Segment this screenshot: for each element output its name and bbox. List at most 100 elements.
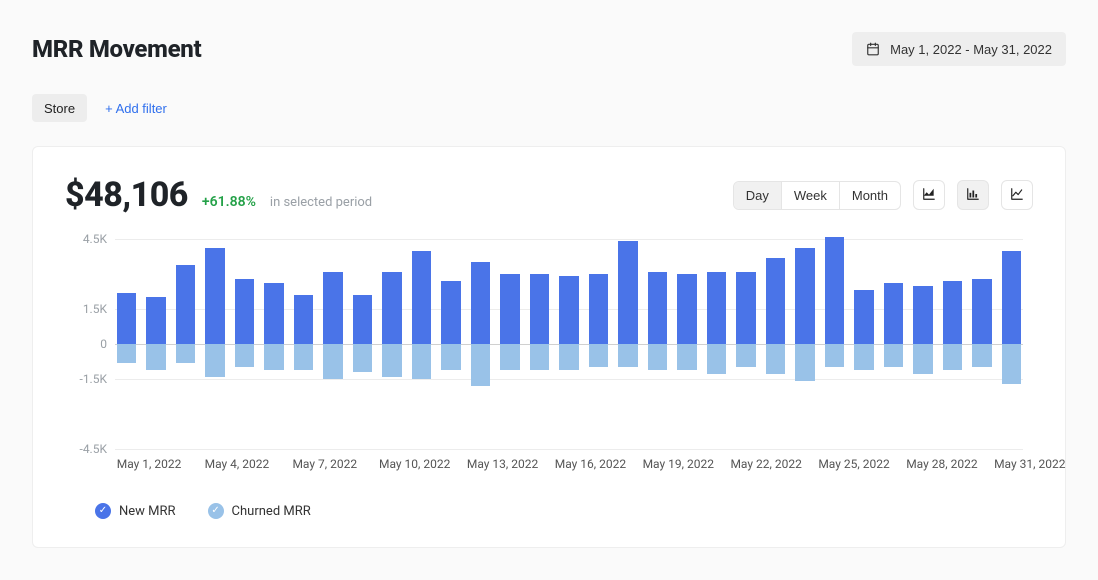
bar-churned-mrr — [825, 344, 844, 367]
y-axis-label: 1.5K — [65, 302, 107, 316]
y-axis-label: -1.5K — [65, 372, 107, 386]
bar-new-mrr — [854, 290, 873, 344]
bar-churned-mrr — [1002, 344, 1021, 384]
bar-column — [823, 239, 846, 449]
y-axis-label: -4.5K — [65, 442, 107, 456]
legend-label: New MRR — [119, 504, 176, 519]
bar-column — [793, 239, 816, 449]
bar-new-mrr — [382, 272, 401, 344]
bar-churned-mrr — [972, 344, 991, 367]
bar-new-mrr — [736, 272, 755, 344]
chart-type-bar-button[interactable] — [957, 180, 989, 210]
date-range-button[interactable]: May 1, 2022 - May 31, 2022 — [852, 32, 1066, 66]
bar-new-mrr — [353, 295, 372, 344]
bar-new-mrr — [559, 276, 578, 344]
bar-new-mrr — [117, 293, 136, 344]
bar-column — [852, 239, 875, 449]
bar-churned-mrr — [559, 344, 578, 370]
bar-new-mrr — [707, 272, 726, 344]
bar-new-mrr — [235, 279, 254, 344]
chart-type-area-button[interactable] — [913, 180, 945, 210]
bar-churned-mrr — [323, 344, 342, 379]
bar-new-mrr — [943, 281, 962, 344]
bar-new-mrr — [589, 274, 608, 344]
bar-new-mrr — [323, 272, 342, 344]
y-axis-label: 4.5K — [65, 232, 107, 246]
bar-new-mrr — [500, 274, 519, 344]
bar-churned-mrr — [264, 344, 283, 370]
summary-note: in selected period — [270, 195, 372, 210]
bar-column — [498, 239, 521, 449]
bar-churned-mrr — [648, 344, 667, 370]
bar-churned-mrr — [589, 344, 608, 367]
bar-column — [705, 239, 728, 449]
bar-column — [557, 239, 580, 449]
gridline — [115, 449, 1023, 450]
bar-new-mrr — [1002, 251, 1021, 344]
area-chart-icon — [921, 187, 937, 204]
bar-churned-mrr — [205, 344, 224, 377]
bar-new-mrr — [264, 283, 283, 344]
bar-churned-mrr — [353, 344, 372, 372]
bar-churned-mrr — [943, 344, 962, 370]
bar-chart-icon — [965, 187, 981, 204]
bar-column — [911, 239, 934, 449]
granularity-day[interactable]: Day — [734, 182, 781, 209]
bar-churned-mrr — [618, 344, 637, 367]
bar-column — [351, 239, 374, 449]
bar-churned-mrr — [707, 344, 726, 374]
granularity-week[interactable]: Week — [781, 182, 839, 209]
legend-item-new-mrr: ✓ New MRR — [95, 503, 176, 519]
bar-column — [174, 239, 197, 449]
legend-label: Churned MRR — [232, 504, 311, 519]
bar-churned-mrr — [500, 344, 519, 370]
bar-new-mrr — [294, 295, 313, 344]
bar-churned-mrr — [471, 344, 490, 386]
chart-type-line-button[interactable] — [1001, 180, 1033, 210]
bar-churned-mrr — [117, 344, 136, 363]
mrr-movement-card: $48,106 +61.88% in selected period Day W… — [32, 146, 1066, 548]
bar-column — [410, 239, 433, 449]
bar-new-mrr — [176, 265, 195, 344]
granularity-segmented: Day Week Month — [733, 181, 901, 210]
bar-churned-mrr — [412, 344, 431, 379]
x-axis-label: May 7, 2022 — [292, 457, 357, 471]
bar-column — [616, 239, 639, 449]
bar-new-mrr — [913, 286, 932, 344]
date-range-label: May 1, 2022 - May 31, 2022 — [890, 42, 1052, 57]
bar-new-mrr — [618, 241, 637, 344]
bar-new-mrr — [441, 281, 460, 344]
bar-new-mrr — [972, 279, 991, 344]
bar-column — [528, 239, 551, 449]
bar-column — [380, 239, 403, 449]
bar-column — [292, 239, 315, 449]
x-axis-label: May 1, 2022 — [117, 457, 182, 471]
bar-column — [764, 239, 787, 449]
x-axis-label: May 25, 2022 — [818, 457, 889, 471]
bar-column — [646, 239, 669, 449]
filter-chip-store[interactable]: Store — [32, 94, 87, 122]
x-axis-label: May 4, 2022 — [205, 457, 270, 471]
bar-churned-mrr — [913, 344, 932, 374]
bar-churned-mrr — [530, 344, 549, 370]
bar-churned-mrr — [736, 344, 755, 367]
x-axis-label: May 31, 2022 — [994, 457, 1065, 471]
bar-new-mrr — [825, 237, 844, 344]
y-axis-label: 0 — [65, 337, 107, 351]
add-filter-button[interactable]: + Add filter — [105, 101, 167, 116]
bar-column — [970, 239, 993, 449]
bar-column — [262, 239, 285, 449]
x-axis-label: May 16, 2022 — [555, 457, 626, 471]
bar-churned-mrr — [441, 344, 460, 370]
bar-column — [203, 239, 226, 449]
legend-item-churned-mrr: ✓ Churned MRR — [208, 503, 311, 519]
bar-churned-mrr — [677, 344, 696, 370]
bar-new-mrr — [471, 262, 490, 344]
granularity-month[interactable]: Month — [839, 182, 900, 209]
bar-churned-mrr — [854, 344, 873, 370]
bar-new-mrr — [648, 272, 667, 344]
bar-new-mrr — [766, 258, 785, 344]
bar-churned-mrr — [176, 344, 195, 363]
x-axis-label: May 13, 2022 — [467, 457, 538, 471]
x-axis-label: May 19, 2022 — [643, 457, 714, 471]
